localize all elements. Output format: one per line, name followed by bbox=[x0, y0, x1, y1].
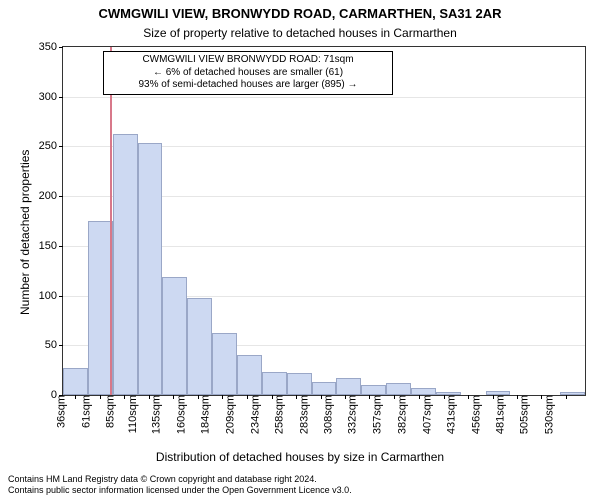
x-tick-label: 110sqm bbox=[120, 395, 138, 433]
chart-subtitle: Size of property relative to detached ho… bbox=[0, 26, 600, 40]
annotation-line: CWMGWILI VIEW BRONWYDD ROAD: 71sqm bbox=[108, 54, 388, 67]
histogram-bar bbox=[312, 382, 337, 395]
x-tick-label: 357sqm bbox=[366, 395, 384, 434]
x-tick-mark bbox=[566, 395, 567, 399]
x-tick-label: 160sqm bbox=[170, 395, 188, 434]
histogram-bar bbox=[411, 388, 436, 395]
chart-title: CWMGWILI VIEW, BRONWYDD ROAD, CARMARTHEN… bbox=[0, 6, 600, 21]
x-tick-label: 258sqm bbox=[267, 395, 285, 434]
histogram-bar bbox=[187, 298, 212, 395]
histogram-bar bbox=[113, 134, 138, 395]
histogram-bar bbox=[361, 385, 386, 395]
x-tick-label: 184sqm bbox=[194, 395, 212, 434]
y-tick-label: 50 bbox=[45, 339, 63, 351]
x-tick-label: 135sqm bbox=[145, 395, 163, 434]
histogram-bar bbox=[560, 392, 585, 395]
y-tick-label: 250 bbox=[39, 140, 63, 152]
histogram-bar bbox=[212, 333, 237, 395]
reference-line bbox=[110, 47, 112, 395]
x-tick-label: 283sqm bbox=[292, 395, 310, 434]
y-tick-label: 200 bbox=[39, 190, 63, 202]
annotation-line: ← 6% of detached houses are smaller (61) bbox=[108, 67, 388, 80]
gridline bbox=[63, 97, 585, 98]
histogram-bar bbox=[287, 373, 312, 395]
x-tick-label: 382sqm bbox=[390, 395, 408, 434]
histogram-bar bbox=[162, 277, 187, 395]
x-tick-label: 36sqm bbox=[49, 395, 67, 428]
histogram-bar bbox=[386, 383, 411, 395]
plot-area: 05010015020025030035036sqm61sqm85sqm110s… bbox=[62, 46, 586, 396]
x-tick-label: 61sqm bbox=[74, 395, 92, 428]
x-tick-label: 209sqm bbox=[218, 395, 236, 434]
chart-container: CWMGWILI VIEW, BRONWYDD ROAD, CARMARTHEN… bbox=[0, 0, 600, 500]
histogram-bar bbox=[63, 368, 88, 395]
x-tick-label: 332sqm bbox=[341, 395, 359, 434]
footer-line-2: Contains public sector information licen… bbox=[8, 485, 352, 496]
x-tick-label: 456sqm bbox=[464, 395, 482, 434]
footer-attribution: Contains HM Land Registry data © Crown c… bbox=[8, 474, 352, 496]
y-tick-label: 300 bbox=[39, 91, 63, 103]
y-tick-label: 100 bbox=[39, 290, 63, 302]
x-axis-label: Distribution of detached houses by size … bbox=[0, 450, 600, 464]
x-tick-label: 234sqm bbox=[243, 395, 261, 434]
x-tick-label: 85sqm bbox=[98, 395, 116, 428]
x-tick-label: 530sqm bbox=[538, 395, 556, 434]
x-tick-label: 431sqm bbox=[439, 395, 457, 434]
y-tick-label: 350 bbox=[39, 41, 63, 53]
x-tick-label: 481sqm bbox=[489, 395, 507, 434]
y-tick-label: 150 bbox=[39, 240, 63, 252]
x-tick-label: 505sqm bbox=[513, 395, 531, 434]
x-tick-label: 308sqm bbox=[317, 395, 335, 434]
histogram-bar bbox=[237, 355, 262, 395]
histogram-bar bbox=[336, 378, 361, 395]
footer-line-1: Contains HM Land Registry data © Crown c… bbox=[8, 474, 352, 485]
annotation-line: 93% of semi-detached houses are larger (… bbox=[108, 79, 388, 92]
annotation-box: CWMGWILI VIEW BRONWYDD ROAD: 71sqm← 6% o… bbox=[103, 51, 393, 95]
y-axis-label: Number of detached properties bbox=[18, 150, 32, 315]
x-tick-label: 407sqm bbox=[415, 395, 433, 434]
histogram-bar bbox=[262, 372, 287, 395]
histogram-bar bbox=[138, 143, 163, 395]
